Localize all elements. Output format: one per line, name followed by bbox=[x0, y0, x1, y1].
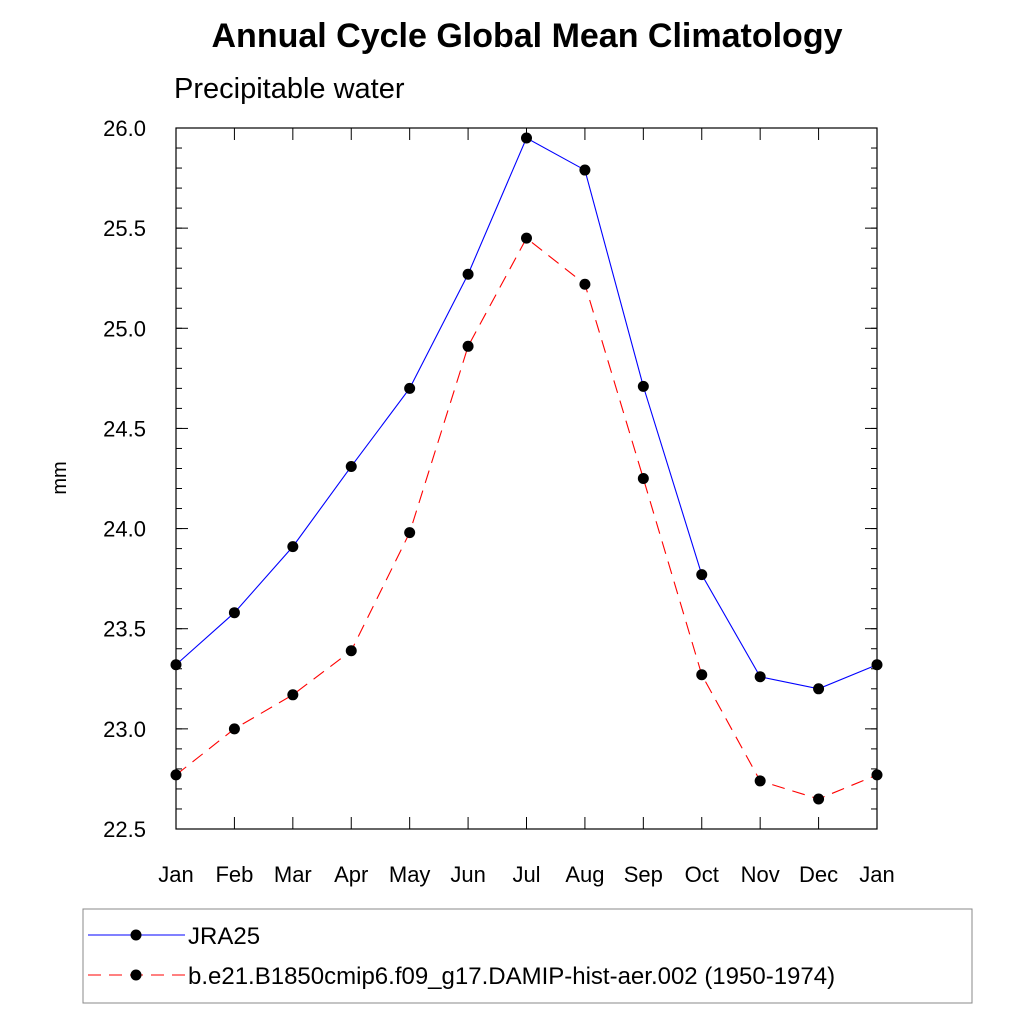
y-tick-label: 22.5 bbox=[103, 817, 146, 842]
data-point bbox=[813, 793, 825, 805]
x-tick-label: Jul bbox=[512, 862, 540, 887]
data-point bbox=[637, 380, 649, 392]
data-point bbox=[871, 659, 883, 671]
data-point bbox=[579, 164, 591, 176]
data-point bbox=[287, 689, 299, 701]
data-point bbox=[521, 232, 532, 244]
chart-subtitle: Precipitable water bbox=[174, 73, 405, 105]
data-point bbox=[462, 340, 474, 352]
series-line-0 bbox=[175, 137, 878, 690]
data-point bbox=[579, 278, 591, 290]
data-point bbox=[696, 569, 708, 581]
x-tick-label: Mar bbox=[274, 862, 312, 887]
data-point bbox=[228, 723, 240, 735]
x-tick-label: Aug bbox=[565, 862, 604, 887]
data-point bbox=[170, 769, 182, 781]
data-point bbox=[521, 132, 532, 144]
x-tick-label: Sep bbox=[624, 862, 663, 887]
series-line-1 bbox=[175, 237, 878, 800]
x-tick-label: Jan bbox=[859, 862, 894, 887]
x-tick-label: Nov bbox=[741, 862, 780, 887]
legend-box bbox=[82, 908, 973, 1004]
y-tick-label: 23.0 bbox=[103, 717, 146, 742]
y-tick-label: 23.5 bbox=[103, 617, 146, 642]
x-tick-label: Jun bbox=[450, 862, 485, 887]
data-point bbox=[170, 659, 182, 671]
legend-marker-0 bbox=[130, 929, 142, 941]
data-point bbox=[345, 460, 357, 472]
data-point bbox=[287, 541, 299, 553]
x-tick-label: Dec bbox=[799, 862, 838, 887]
legend-marker-1 bbox=[130, 969, 142, 981]
data-point bbox=[228, 607, 240, 619]
y-tick-label: 24.5 bbox=[103, 416, 146, 441]
y-axis-label: mm bbox=[49, 461, 71, 494]
data-point bbox=[404, 527, 416, 539]
chart-title: Annual Cycle Global Mean Climatology bbox=[212, 17, 843, 55]
x-tick-label: May bbox=[389, 862, 431, 887]
legend-label-1: b.e21.B1850cmip6.f09_g17.DAMIP-hist-aer.… bbox=[188, 963, 835, 990]
y-tick-label: 25.5 bbox=[103, 216, 146, 241]
x-tick-label: Jan bbox=[158, 862, 193, 887]
y-tick-label: 26.0 bbox=[103, 116, 146, 141]
x-tick-label: Feb bbox=[215, 862, 253, 887]
data-point bbox=[637, 473, 649, 484]
data-point bbox=[871, 769, 883, 781]
data-point bbox=[813, 683, 825, 695]
x-tick-label: Oct bbox=[685, 862, 719, 887]
legend-label-0: JRA25 bbox=[188, 923, 260, 950]
legend: JRA25 b.e21.B1850cmip6.f09_g17.DAMIP-hist… bbox=[88, 923, 835, 990]
data-point bbox=[462, 268, 474, 280]
data-point bbox=[754, 775, 766, 787]
axes-frame: Jan Feb Mar Apr May Jun Jul Aug Sep Oct Nov Dec Jan 2… bbox=[103, 116, 895, 887]
y-tick-label: 24.0 bbox=[103, 517, 146, 542]
series-layer bbox=[170, 132, 883, 805]
y-tick-label: 25.0 bbox=[103, 316, 146, 341]
x-tick-label: Apr bbox=[334, 862, 368, 887]
data-point bbox=[754, 671, 766, 683]
data-point bbox=[696, 669, 708, 681]
data-point bbox=[345, 645, 357, 657]
data-point bbox=[404, 382, 416, 394]
